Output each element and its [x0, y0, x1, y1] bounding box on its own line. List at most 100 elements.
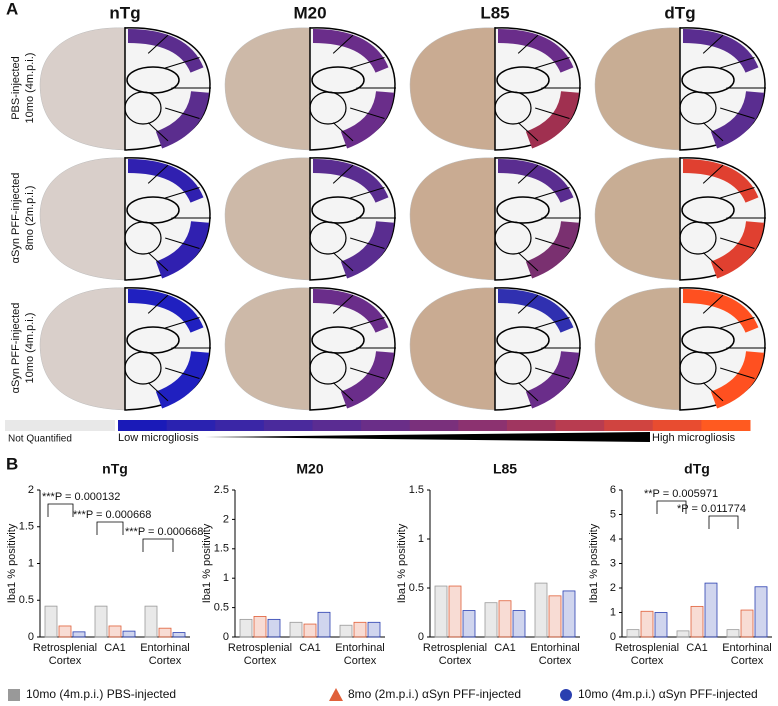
colorbar-step [604, 420, 653, 431]
tissue-section [595, 28, 680, 150]
y-tick-label: 1 [610, 606, 616, 618]
bar [159, 628, 171, 637]
colorbar-step [118, 420, 167, 431]
x-tick-label: RetrosplenialCortex [228, 642, 292, 667]
bracket [48, 504, 73, 517]
colorbar-step [312, 420, 361, 431]
annotation: **P = 0.005971 [644, 488, 718, 500]
bar [109, 626, 121, 637]
column-title: dTg [664, 3, 695, 22]
bar [549, 596, 561, 637]
bar [254, 616, 266, 637]
colorbar-step [215, 420, 264, 431]
y-tick-label: 1 [223, 572, 229, 584]
colorbar-label: High microgliosis [652, 432, 736, 444]
tissue-section [40, 158, 125, 280]
x-tick-label: EntorhinalCortex [335, 642, 385, 667]
legend-label: 10mo (4m.p.i.) αSyn PFF-injected [578, 687, 758, 701]
x-tick-label: RetrosplenialCortex [423, 642, 487, 667]
y-tick-label: 2.5 [214, 484, 229, 496]
bracket [143, 539, 173, 552]
y-tick-label: 3 [610, 557, 616, 569]
bar [755, 587, 767, 637]
x-tick-label: EntorhinalCortex [140, 642, 190, 667]
tissue-section [225, 288, 310, 410]
bracket [709, 516, 738, 529]
chart-title: dTg [684, 461, 710, 477]
bar [563, 591, 575, 637]
x-tick-label: CA1 [686, 642, 707, 654]
x-tick-label: EntorhinalCortex [530, 642, 580, 667]
chart-title: nTg [102, 461, 128, 477]
tissue-section [595, 158, 680, 280]
y-axis-label: Iba1 % positivity [201, 523, 213, 603]
y-tick-label: 0.5 [409, 582, 424, 594]
tissue-section [40, 288, 125, 410]
bar [485, 603, 497, 637]
bar [268, 619, 280, 637]
row-label: 10mo (4m.p.i.) [24, 53, 36, 124]
row-label: PBS-injected [10, 56, 22, 120]
bar [513, 611, 525, 637]
bar [145, 606, 157, 637]
y-axis-label: Iba1 % positivity [588, 523, 600, 603]
y-tick-label: 0.5 [214, 602, 229, 614]
tissue-section [410, 288, 495, 410]
colorbar-step [410, 420, 459, 431]
tissue-section [595, 288, 680, 410]
bar [290, 622, 302, 637]
y-tick-label: 6 [610, 484, 616, 496]
tissue-section [225, 28, 310, 150]
panel-label: A [6, 0, 18, 18]
x-tick-label: CA1 [494, 642, 515, 654]
y-tick-label: 4 [610, 533, 616, 545]
bar [463, 611, 475, 637]
column-title: M20 [293, 3, 326, 22]
y-axis-label: Iba1 % positivity [396, 523, 408, 603]
bar [499, 601, 511, 637]
bar [368, 622, 380, 637]
y-tick-label: 2 [28, 484, 34, 496]
bar [45, 606, 57, 637]
row-label: 10mo (4m.p.i.) [24, 313, 36, 384]
colorbar-label: Low microgliosis [118, 432, 199, 444]
y-tick-label: 5 [610, 508, 616, 520]
tissue-section [410, 158, 495, 280]
colorbar-step [701, 420, 750, 431]
legend-label: 8mo (2m.p.i.) αSyn PFF-injected [348, 687, 521, 701]
tissue-section [410, 28, 495, 150]
y-tick-label: 0.5 [19, 594, 34, 606]
bar [727, 630, 739, 637]
column-title: nTg [109, 3, 140, 22]
bar [340, 625, 352, 637]
bar [73, 632, 85, 637]
bar [354, 622, 366, 637]
bar [173, 633, 185, 637]
row-label: αSyn PFF-injected [10, 303, 22, 394]
bar [535, 583, 547, 637]
bar [123, 631, 135, 637]
bracket [97, 522, 123, 535]
bar [240, 619, 252, 637]
bar [59, 626, 71, 637]
colorbar-step [264, 420, 313, 431]
bar [435, 586, 447, 637]
x-tick-label: RetrosplenialCortex [33, 642, 97, 667]
row-label: αSyn PFF-injected [10, 173, 22, 264]
annotation: ***P = 0.000132 [42, 491, 120, 503]
colorbar-step [167, 420, 216, 431]
column-title: L85 [480, 3, 509, 22]
annotation: ***P = 0.000668 [73, 509, 151, 521]
legend-marker [560, 689, 572, 701]
x-tick-label: CA1 [104, 642, 125, 654]
bar [95, 606, 107, 637]
chart-title: L85 [493, 461, 517, 477]
y-tick-label: 2 [610, 582, 616, 594]
bar [741, 610, 753, 637]
row-label: 8mo (2m.p.i.) [24, 186, 36, 251]
y-tick-label: 1.5 [214, 543, 229, 555]
colorbar-step [556, 420, 605, 431]
colorbar-na [5, 420, 115, 431]
